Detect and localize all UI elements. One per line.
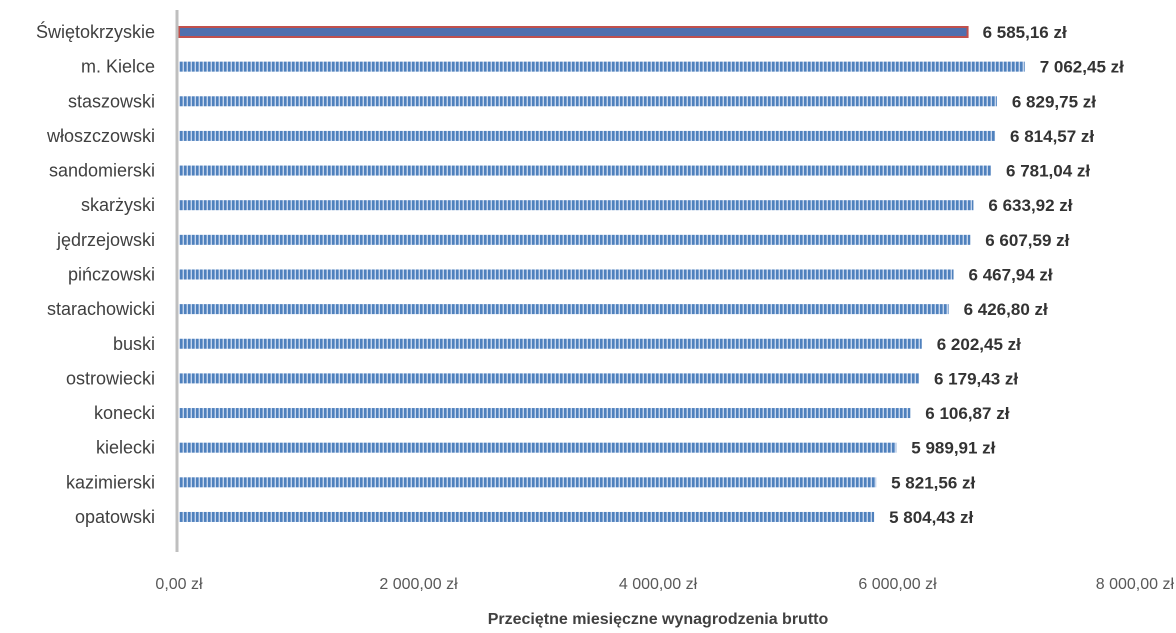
value-label: 6 607,59 zł [985, 231, 1069, 250]
category-label: pińczowski [68, 264, 155, 284]
value-label: 6 106,87 zł [925, 404, 1009, 423]
value-label: 5 821,56 zł [891, 473, 975, 492]
bar-3 [179, 130, 996, 141]
category-label: buski [113, 334, 155, 354]
bar-7 [179, 269, 954, 280]
x-tick-label: 8 000,00 zł [1096, 576, 1175, 593]
value-label: 6 467,94 zł [969, 265, 1053, 284]
category-label: konecki [94, 403, 155, 423]
x-axis-title: Przeciętne miesięczne wynagrodzenia brut… [488, 611, 829, 628]
bar-11 [179, 408, 911, 419]
category-label: Świętokrzyskie [36, 21, 155, 42]
bar-0 [178, 26, 969, 38]
value-label: 6 829,75 zł [1012, 92, 1096, 111]
x-tick-label: 4 000,00 zł [619, 576, 698, 593]
value-label: 6 179,43 zł [934, 369, 1018, 388]
value-label: 6 585,16 zł [983, 23, 1067, 42]
bar-5 [179, 200, 974, 211]
bar-14 [179, 511, 875, 522]
bar-1 [179, 61, 1025, 72]
value-label: 7 062,45 zł [1040, 58, 1124, 77]
value-label: 6 202,45 zł [937, 335, 1021, 354]
category-label: ostrowiecki [66, 368, 155, 388]
x-axis-ticks: 0,00 zł 2 000,00 zł 4 000,00 zł 6 000,00 zł… [155, 576, 1174, 593]
bar-13 [179, 477, 877, 488]
category-label: staszowski [68, 91, 155, 111]
category-label: starachowicki [47, 299, 155, 319]
category-label: sandomierski [49, 161, 155, 181]
value-label: 5 804,43 zł [889, 508, 973, 527]
category-label: jędrzejowski [56, 230, 155, 250]
category-label: skarżyski [81, 195, 155, 215]
value-label: 6 633,92 zł [988, 196, 1072, 215]
category-label: m. Kielce [81, 57, 155, 77]
bar-6 [179, 234, 971, 245]
value-label: 6 426,80 zł [964, 300, 1048, 319]
value-label: 6 781,04 zł [1006, 162, 1090, 181]
x-tick-label: 0,00 zł [155, 576, 203, 593]
x-tick-label: 6 000,00 zł [858, 576, 937, 593]
value-labels: 6 585,16 zł 7 062,45 zł 6 829,75 zł 6 814,5… [889, 23, 1124, 527]
value-label: 6 814,57 zł [1010, 127, 1094, 146]
category-label: włoszczowski [46, 126, 155, 146]
category-label: opatowski [75, 507, 155, 527]
value-label: 5 989,91 zł [911, 439, 995, 458]
bar-8 [179, 304, 949, 315]
category-label: kazimierski [66, 472, 155, 492]
bar-10 [179, 373, 919, 384]
bar-9 [179, 338, 922, 349]
bars [178, 26, 1025, 522]
bar-4 [179, 165, 992, 176]
x-tick-label: 2 000,00 zł [379, 576, 458, 593]
category-label: kielecki [96, 438, 155, 458]
bar-2 [179, 96, 997, 107]
category-labels: Świętokrzyskie m. Kielce staszowski włoszcz… [36, 21, 155, 527]
bar-12 [179, 442, 897, 453]
